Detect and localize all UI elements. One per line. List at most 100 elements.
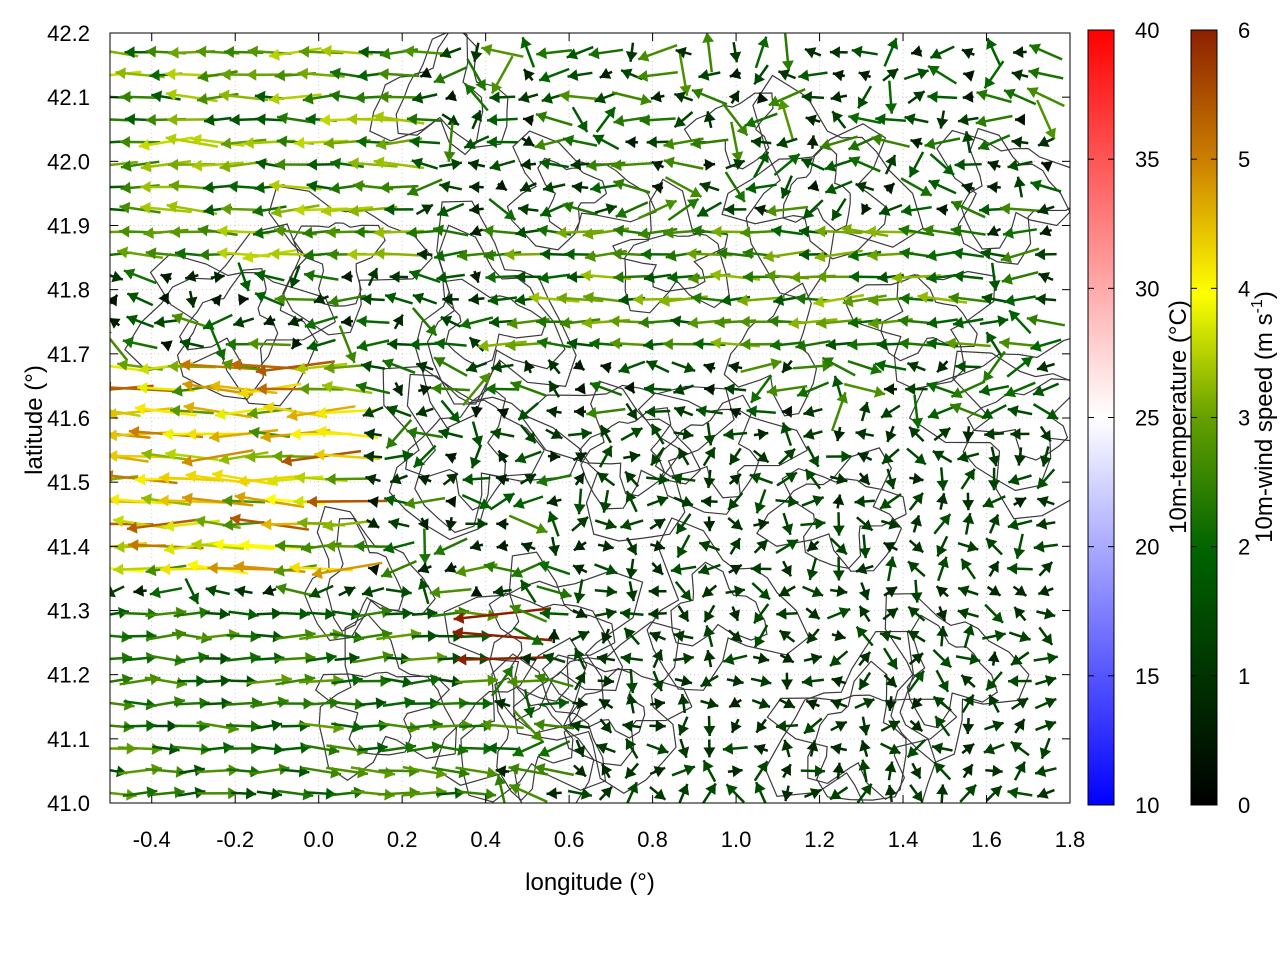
wind-arrow bbox=[625, 737, 639, 760]
wind-arrow bbox=[1013, 46, 1027, 59]
wind-arrow bbox=[596, 471, 616, 487]
wind-arrow bbox=[1013, 606, 1027, 622]
wind-arrow bbox=[671, 472, 696, 485]
x-tick-label: 0.0 bbox=[303, 827, 334, 852]
wind-arrow bbox=[144, 676, 188, 689]
wind-arrow bbox=[373, 156, 425, 170]
wind-arrow bbox=[753, 518, 770, 531]
y-tick-label: 41.5 bbox=[47, 470, 90, 495]
wind-arrow bbox=[392, 381, 404, 397]
wind-arrow bbox=[1007, 787, 1033, 799]
wind-arrow bbox=[909, 472, 924, 485]
wind-arrow bbox=[649, 631, 666, 643]
wind-arrow bbox=[777, 69, 797, 81]
wind-arrow bbox=[487, 293, 518, 306]
wind-arrow bbox=[625, 581, 638, 602]
wind-arrow bbox=[515, 270, 542, 283]
wind-arrow bbox=[417, 384, 432, 396]
wind-arrow bbox=[274, 293, 317, 306]
wind-arrow bbox=[439, 158, 463, 171]
wind-arrow bbox=[197, 224, 238, 237]
wind-arrow bbox=[909, 784, 924, 803]
wind-arrow bbox=[945, 337, 991, 350]
wind-arrow bbox=[904, 113, 929, 126]
plot-area: -0.4 -0.2 0.0 0.2 0.4 0.6 0.8 1.0 1.2 1.4 1.6 1.8 4… bbox=[47, 21, 1085, 852]
wind-arrow bbox=[1037, 136, 1055, 147]
wind-arrow bbox=[703, 516, 716, 532]
wind-arrow bbox=[590, 181, 622, 194]
wind-arrow bbox=[935, 606, 948, 622]
wind-arrow bbox=[348, 157, 398, 170]
wind-arrow bbox=[110, 331, 129, 362]
wind-arrow bbox=[650, 446, 666, 467]
wind-arrow bbox=[574, 382, 586, 395]
wind-arrow bbox=[444, 561, 457, 573]
wind-arrow bbox=[497, 449, 510, 464]
wind-arrow bbox=[728, 473, 742, 486]
wind-arrow bbox=[960, 468, 976, 490]
wind-arrow bbox=[154, 316, 178, 328]
wind-arrow bbox=[671, 361, 696, 374]
wind-arrow bbox=[433, 356, 468, 377]
wind-arrow bbox=[574, 671, 586, 691]
wind-arrow bbox=[445, 90, 457, 102]
wind-arrow bbox=[625, 668, 638, 694]
wind-arrow bbox=[703, 739, 716, 758]
wind-arrow bbox=[957, 540, 979, 553]
wind-arrow bbox=[821, 356, 856, 377]
wind-arrow bbox=[927, 90, 958, 103]
wind-arrow bbox=[855, 516, 874, 532]
wind-arrow bbox=[699, 181, 720, 193]
colorbar-tick-label: 0 bbox=[1238, 793, 1250, 818]
wind-arrow bbox=[255, 113, 284, 126]
wind-arrow bbox=[618, 360, 646, 374]
wind-arrow bbox=[254, 743, 285, 755]
wind-arrow bbox=[1010, 651, 1030, 667]
wind-arrow bbox=[833, 426, 846, 442]
wind-arrow bbox=[494, 698, 511, 710]
wind-arrow bbox=[806, 135, 819, 149]
wind-arrow bbox=[546, 406, 562, 418]
wind-arrow bbox=[402, 651, 448, 664]
wind-arrow bbox=[936, 784, 949, 803]
wind-arrow bbox=[569, 720, 591, 732]
wind-arrow bbox=[546, 787, 562, 800]
wind-arrow bbox=[534, 763, 575, 777]
wind-arrow bbox=[1036, 787, 1055, 799]
wind-arrow bbox=[436, 202, 465, 217]
wind-arrow bbox=[806, 540, 820, 553]
wind-arrow bbox=[703, 625, 715, 648]
colorbar-tick-label: 5 bbox=[1238, 147, 1250, 172]
wind-arrow bbox=[753, 428, 769, 441]
wind-arrow bbox=[725, 158, 746, 170]
wind-arrow bbox=[562, 134, 598, 147]
wind-arrow bbox=[988, 446, 1000, 467]
wind-arrow bbox=[520, 158, 537, 171]
wind-arrow bbox=[898, 337, 935, 350]
wind-arrow bbox=[703, 111, 716, 129]
wind-arrow bbox=[488, 198, 517, 221]
wind-arrow bbox=[433, 65, 468, 84]
wind-arrow bbox=[340, 315, 354, 328]
wind-arrows bbox=[110, 33, 1066, 803]
wind-arrow bbox=[691, 88, 728, 106]
wind-arrow bbox=[620, 518, 644, 531]
wind-arrow bbox=[911, 394, 924, 429]
wind-arrow bbox=[963, 624, 975, 649]
wind-arrow bbox=[1028, 67, 1064, 80]
wind-arrow bbox=[113, 563, 167, 576]
wind-arrow bbox=[122, 336, 158, 350]
wind-arrow bbox=[701, 782, 717, 803]
wind-arrow bbox=[138, 136, 194, 151]
x-tick-label: 0.4 bbox=[470, 827, 501, 852]
wind-arrow bbox=[419, 67, 432, 78]
wind-arrow bbox=[646, 743, 669, 755]
colorbar-tick-label: 35 bbox=[1135, 147, 1159, 172]
wind-arrow bbox=[197, 70, 238, 83]
wind-arrow bbox=[220, 137, 267, 150]
wind-arrow bbox=[386, 404, 412, 418]
wind-arrow bbox=[1040, 161, 1053, 173]
wind-arrow bbox=[962, 512, 975, 535]
wind-arrow bbox=[492, 585, 512, 598]
wind-arrow bbox=[813, 293, 865, 308]
